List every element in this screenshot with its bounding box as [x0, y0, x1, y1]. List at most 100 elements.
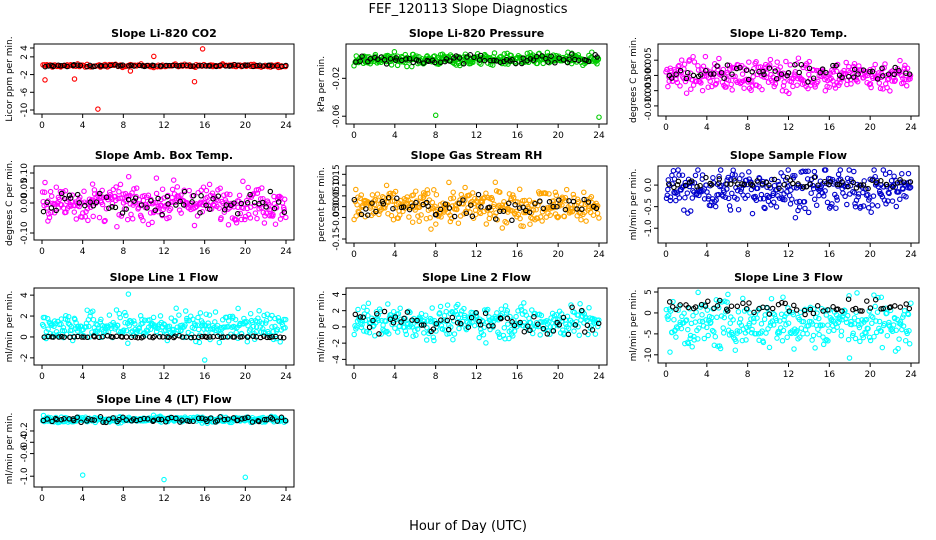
- data-point: [469, 190, 476, 196]
- y-tick-label: 0.000: [644, 62, 654, 88]
- points: [663, 53, 914, 97]
- ref-point: [164, 193, 171, 200]
- x-tick-label: 20: [240, 494, 252, 504]
- data-point: [374, 191, 381, 197]
- ref-point: [702, 303, 709, 309]
- data-point: [828, 203, 834, 210]
- ref-point: [745, 76, 752, 83]
- data-point: [404, 194, 410, 200]
- data-point: [206, 312, 213, 318]
- x-tick-label: 20: [552, 250, 564, 260]
- data-point: [667, 194, 674, 200]
- data-point: [773, 317, 780, 324]
- data-point: [375, 317, 382, 324]
- data-point: [504, 308, 511, 314]
- points: [39, 173, 289, 230]
- ref-point: [468, 314, 475, 321]
- data-point: [449, 309, 456, 316]
- data-point: [353, 186, 359, 193]
- ref-point: [460, 197, 466, 203]
- ref-point: [550, 203, 556, 210]
- ref-point: [282, 417, 289, 424]
- data-point: [809, 337, 815, 343]
- data-point: [150, 314, 157, 321]
- ref-point: [883, 181, 890, 188]
- ref-point: [487, 57, 493, 64]
- data-point: [863, 330, 869, 336]
- data-point: [133, 185, 140, 191]
- data-point: [713, 197, 719, 203]
- data-point: [860, 334, 867, 341]
- data-point: [422, 312, 429, 318]
- y-tick-label: -1.0: [644, 219, 654, 237]
- data-point: [681, 61, 688, 68]
- ref-point: [677, 67, 684, 74]
- data-point: [576, 332, 582, 339]
- ref-point: [545, 59, 551, 65]
- data-point: [483, 307, 490, 314]
- ref-point: [805, 79, 811, 85]
- ref-point: [516, 205, 523, 211]
- data-point: [450, 336, 456, 343]
- panel-title: Slope Line 1 Flow: [110, 271, 219, 284]
- ref-point: [438, 317, 444, 323]
- data-point: [802, 205, 808, 212]
- data-point: [573, 319, 580, 325]
- ref-point: [860, 182, 867, 188]
- y-axis: -1.0 -0.5 0.0: [644, 178, 658, 237]
- ref-point: [96, 334, 102, 341]
- data-point: [590, 212, 597, 218]
- ref-point: [135, 334, 141, 341]
- data-point: [814, 310, 820, 316]
- y-tick-label: 0.15: [332, 164, 342, 184]
- ref-point: [165, 201, 171, 207]
- data-point: [905, 170, 912, 177]
- ref-point: [741, 181, 748, 188]
- ref-point: [834, 181, 840, 188]
- data-point: [397, 212, 403, 218]
- ref-point: [206, 63, 213, 69]
- data-point: [730, 167, 736, 173]
- data-point: [137, 328, 143, 334]
- ref-point: [897, 177, 903, 183]
- ref-point: [79, 334, 85, 340]
- ref-point: [207, 206, 213, 213]
- ref-point: [733, 65, 740, 72]
- outlier-point: [432, 112, 439, 119]
- ref-point: [890, 184, 896, 190]
- data-point: [688, 86, 694, 92]
- ref-point: [242, 415, 248, 421]
- ref-point: [786, 308, 793, 314]
- data-point: [175, 327, 181, 333]
- data-point: [261, 312, 267, 319]
- data-point: [794, 82, 800, 88]
- data-point: [808, 82, 814, 88]
- ref-point: [892, 64, 898, 71]
- data-point: [253, 187, 260, 193]
- ref-point: [830, 62, 836, 69]
- data-point: [127, 318, 134, 324]
- ref-point: [40, 208, 47, 215]
- data-point: [481, 208, 487, 215]
- ref-point: [874, 76, 881, 82]
- data-point: [534, 60, 540, 67]
- points: [39, 412, 289, 483]
- ref-point: [48, 205, 55, 211]
- ref-point: [784, 72, 790, 79]
- data-point: [716, 173, 722, 180]
- data-point: [808, 190, 814, 196]
- ref-point: [238, 200, 245, 207]
- ref-point: [673, 306, 679, 313]
- data-point: [363, 328, 370, 335]
- ref-point: [188, 334, 194, 341]
- data-point: [729, 190, 735, 197]
- y-tick-label: -5: [644, 329, 654, 338]
- ref-point: [830, 304, 836, 310]
- data-point: [893, 203, 900, 210]
- data-point: [72, 316, 78, 323]
- ref-point: [100, 419, 106, 425]
- ref-point: [460, 61, 467, 67]
- data-point: [677, 83, 683, 89]
- ref-point: [839, 308, 845, 314]
- ref-point: [509, 217, 515, 224]
